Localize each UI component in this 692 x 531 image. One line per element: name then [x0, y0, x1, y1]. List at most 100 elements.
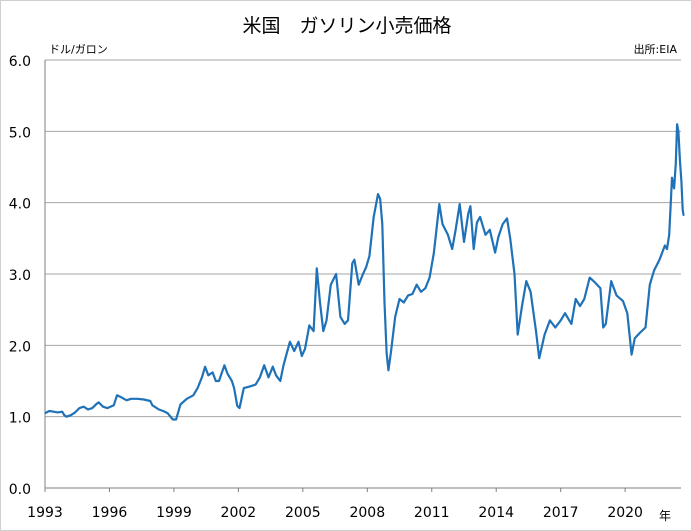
- x-axis-unit-label: 年: [659, 509, 672, 523]
- data-point: [535, 330, 537, 332]
- data-point: [653, 269, 655, 271]
- data-point: [679, 159, 681, 161]
- data-point: [96, 403, 98, 405]
- data-point: [513, 273, 516, 275]
- y-tick-label: 5.0: [9, 125, 31, 141]
- data-point: [98, 401, 100, 403]
- x-tick-label: 2005: [285, 505, 321, 521]
- data-point: [362, 273, 364, 275]
- data-point: [521, 305, 523, 307]
- x-tick-label: 2014: [478, 505, 514, 521]
- data-point: [416, 284, 418, 286]
- data-point: [530, 291, 532, 293]
- x-tick-label: 2017: [543, 505, 579, 521]
- data-point: [677, 130, 680, 132]
- data-point: [683, 214, 685, 217]
- data-point: [599, 287, 602, 289]
- data-point: [255, 384, 257, 386]
- gasoline-price-line: [44, 123, 685, 421]
- data-point: [639, 331, 641, 334]
- data-point: [570, 323, 573, 325]
- y-tick-label: 3.0: [9, 268, 31, 284]
- x-tick-label: 2011: [414, 505, 450, 521]
- data-point: [489, 229, 491, 231]
- data-point: [560, 319, 562, 321]
- data-point: [289, 341, 291, 343]
- data-point: [197, 387, 199, 389]
- data-point: [467, 212, 469, 214]
- data-point: [238, 407, 241, 409]
- data-point: [438, 203, 440, 205]
- data-point: [319, 301, 321, 304]
- data-point: [243, 387, 245, 389]
- x-tick-label: 1993: [27, 505, 63, 521]
- data-point: [479, 216, 481, 218]
- data-point: [509, 237, 511, 239]
- data-point: [602, 326, 604, 329]
- data-point: [386, 351, 388, 354]
- data-point: [267, 376, 270, 378]
- data-point: [644, 326, 647, 329]
- data-point: [454, 230, 456, 232]
- data-point: [344, 323, 346, 325]
- data-point: [502, 223, 504, 225]
- data-point: [236, 405, 238, 407]
- data-point: [494, 252, 496, 254]
- data-point: [682, 209, 684, 211]
- data-point: [301, 355, 303, 357]
- data-point: [63, 414, 65, 416]
- data-point: [634, 337, 636, 339]
- data-point: [322, 330, 324, 332]
- data-point: [589, 277, 591, 279]
- data-point: [151, 404, 153, 406]
- data-point: [83, 406, 85, 408]
- data-point: [297, 341, 300, 343]
- data-point: [476, 222, 478, 224]
- data-point: [126, 399, 128, 401]
- chart-title: 米国 ガソリン小売価格: [242, 15, 452, 37]
- data-point: [44, 412, 46, 414]
- data-point: [136, 398, 138, 400]
- data-point: [259, 376, 261, 378]
- data-point: [248, 386, 250, 388]
- data-point: [162, 410, 164, 412]
- data-point: [680, 180, 683, 182]
- data-point: [215, 380, 217, 382]
- data-point: [671, 177, 673, 179]
- data-point: [676, 123, 678, 125]
- data-point: [106, 407, 108, 409]
- data-point: [463, 241, 465, 243]
- data-point: [143, 398, 145, 401]
- data-point: [525, 280, 527, 282]
- data-point: [91, 407, 93, 409]
- data-point: [564, 312, 566, 314]
- data-point: [293, 350, 295, 352]
- data-point: [398, 298, 401, 300]
- data-point: [172, 418, 174, 421]
- x-tick-label: 1996: [92, 505, 128, 521]
- data-point: [207, 374, 209, 376]
- data-point: [61, 411, 63, 413]
- data-point: [65, 416, 68, 418]
- data-point: [554, 326, 556, 329]
- data-point: [218, 380, 220, 382]
- data-point: [335, 273, 337, 275]
- data-point: [673, 187, 675, 189]
- data-point: [469, 205, 471, 207]
- data-point: [594, 282, 596, 284]
- data-point: [649, 284, 651, 286]
- data-point: [57, 411, 59, 413]
- data-point: [429, 277, 431, 279]
- data-point: [403, 301, 405, 304]
- data-point: [459, 203, 461, 205]
- data-point: [387, 369, 389, 371]
- y-axis-unit-label: ドル/ガロン: [49, 43, 108, 56]
- data-point: [186, 398, 188, 400]
- data-point: [279, 380, 281, 382]
- data-point: [394, 316, 396, 318]
- data-point: [626, 312, 628, 314]
- data-point: [275, 374, 277, 376]
- data-point: [212, 371, 214, 373]
- y-tick-label: 6.0: [9, 54, 31, 70]
